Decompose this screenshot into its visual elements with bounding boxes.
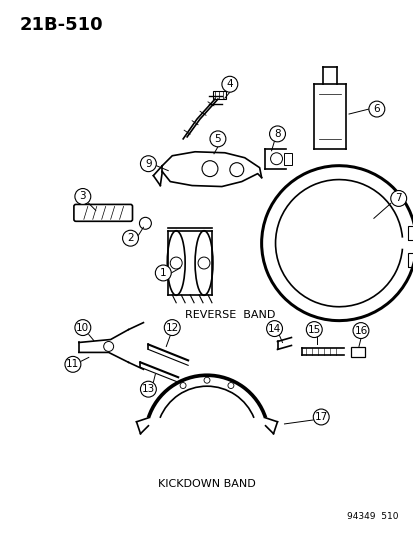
Text: 7: 7 bbox=[394, 193, 401, 204]
Bar bbox=[408, 226, 413, 240]
Text: 4: 4 bbox=[226, 79, 233, 89]
Text: 1: 1 bbox=[159, 268, 166, 278]
Text: 6: 6 bbox=[373, 104, 379, 114]
Text: 5: 5 bbox=[214, 134, 221, 144]
Text: 17: 17 bbox=[314, 412, 327, 422]
Circle shape bbox=[270, 153, 282, 165]
Circle shape bbox=[65, 357, 81, 372]
Text: 94349  510: 94349 510 bbox=[347, 512, 398, 521]
Text: 12: 12 bbox=[165, 322, 178, 333]
Circle shape bbox=[140, 156, 156, 172]
Circle shape bbox=[103, 342, 113, 351]
Text: 15: 15 bbox=[307, 325, 320, 335]
Circle shape bbox=[229, 163, 243, 176]
Circle shape bbox=[306, 321, 321, 337]
Circle shape bbox=[202, 161, 217, 176]
Circle shape bbox=[122, 230, 138, 246]
Text: KICKDOWN BAND: KICKDOWN BAND bbox=[158, 479, 255, 489]
Text: 8: 8 bbox=[273, 129, 280, 139]
Text: 9: 9 bbox=[145, 159, 151, 168]
Text: REVERSE  BAND: REVERSE BAND bbox=[184, 310, 274, 320]
Circle shape bbox=[75, 320, 90, 336]
Bar bbox=[284, 153, 292, 165]
Circle shape bbox=[269, 126, 285, 142]
Circle shape bbox=[221, 76, 237, 92]
Circle shape bbox=[352, 322, 368, 338]
Bar bbox=[212, 91, 225, 99]
Circle shape bbox=[368, 101, 384, 117]
Circle shape bbox=[266, 321, 282, 336]
Circle shape bbox=[180, 383, 185, 389]
Text: 3: 3 bbox=[79, 191, 86, 201]
Circle shape bbox=[140, 381, 156, 397]
Text: 21B-510: 21B-510 bbox=[19, 15, 103, 34]
Text: 14: 14 bbox=[267, 324, 280, 334]
Circle shape bbox=[204, 377, 209, 383]
Text: 13: 13 bbox=[141, 384, 154, 394]
Bar bbox=[408, 253, 413, 266]
Circle shape bbox=[75, 189, 90, 205]
Text: 16: 16 bbox=[354, 326, 367, 336]
Text: 2: 2 bbox=[127, 233, 133, 243]
Text: 10: 10 bbox=[76, 322, 89, 333]
Bar bbox=[350, 348, 364, 358]
Text: 11: 11 bbox=[66, 359, 79, 369]
Circle shape bbox=[155, 265, 171, 281]
Circle shape bbox=[209, 131, 225, 147]
Circle shape bbox=[164, 320, 180, 336]
Circle shape bbox=[313, 409, 328, 425]
Circle shape bbox=[390, 190, 406, 206]
Circle shape bbox=[228, 383, 233, 389]
